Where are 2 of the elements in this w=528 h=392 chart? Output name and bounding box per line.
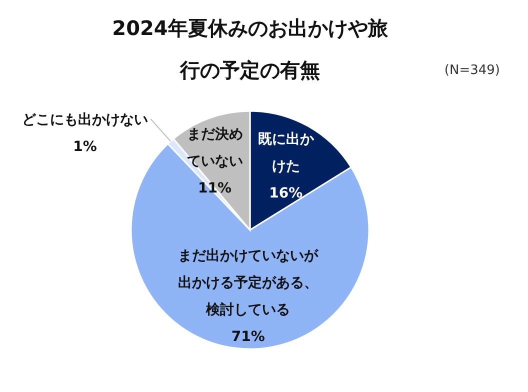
- annotation: (N=349): [444, 63, 500, 78]
- title: 2024年夏休みのお出かけや旅行の予定の有無: [112, 16, 388, 82]
